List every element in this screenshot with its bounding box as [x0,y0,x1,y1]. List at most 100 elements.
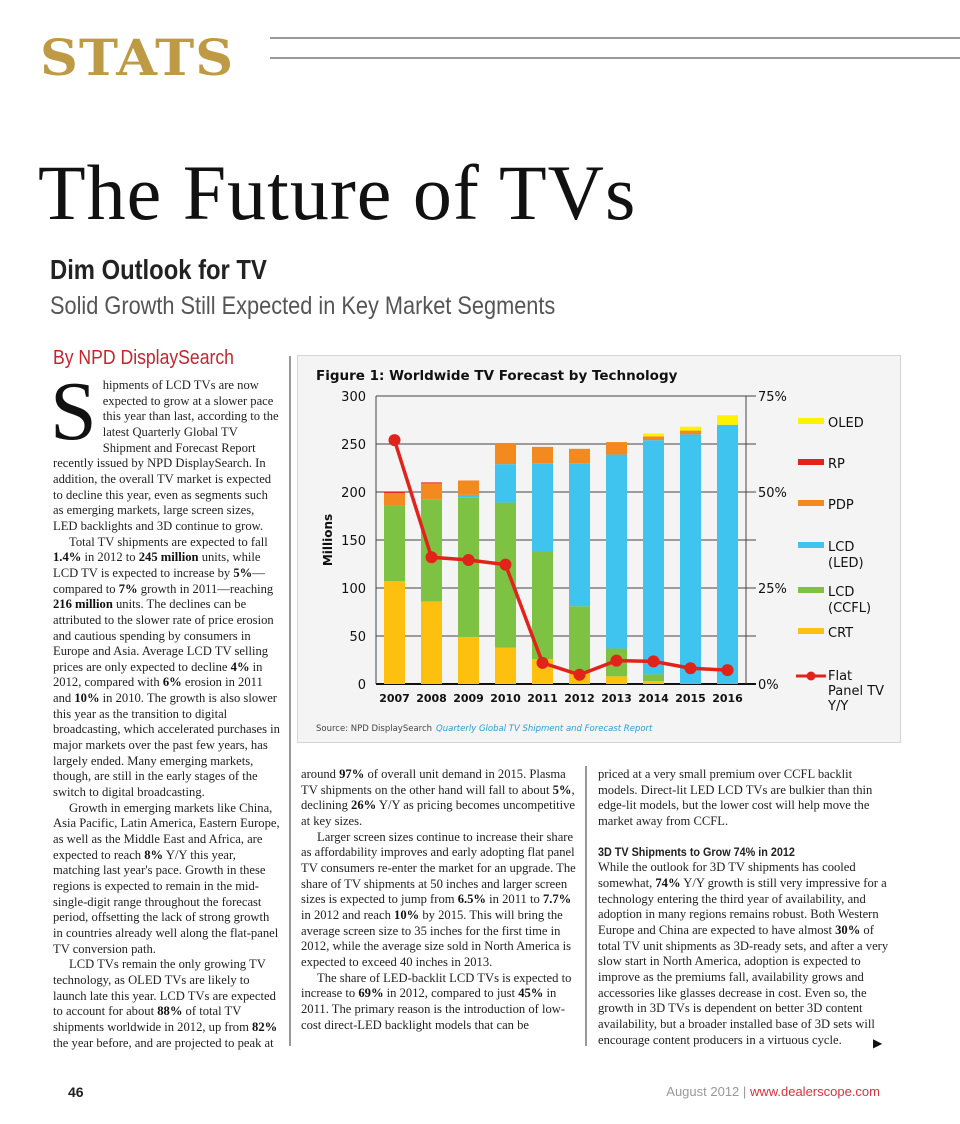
chart-title: Figure 1: Worldwide TV Forecast by Techn… [316,368,678,384]
body-text: by 2015. This will bring the average scr… [301,907,571,969]
bar-pdp-2011 [532,446,553,464]
source-label: Source: NPD DisplaySearch [316,724,432,734]
y2-tick-label: 75% [758,390,787,405]
y2-tick-label: 0% [758,678,779,693]
y-tick-label: 300 [341,390,366,405]
body-text: , declining [301,782,575,813]
paragraph: The share of LED-backlit LCD TVs is expe… [301,971,579,1034]
y-tick-label: 250 [341,438,366,453]
emphasis-text: 69% [358,986,384,1001]
body-text: erosion in 2011 and [53,675,263,706]
body-text: in 2010. The growth is also slower this … [53,691,280,800]
figure-chart: Figure 1: Worldwide TV Forecast by Techn… [297,355,901,743]
y-tick-label: 200 [341,486,366,501]
bar-crt-2010 [495,647,516,684]
legend-swatch [798,418,824,424]
yy-point-2011 [536,656,549,669]
paragraph: around 97% of overall unit demand in 201… [301,767,579,830]
body-text: in 2012, compared with [53,659,263,690]
bar-lcd-led-2013 [606,454,627,649]
article-column-3: priced at a very small premium over CCFL… [598,767,892,1048]
headline: Dim Outlook for TV [50,254,267,285]
article-column-2: around 97% of overall unit demand in 201… [301,767,579,1033]
y-tick-label: 150 [341,534,366,549]
body-text: —compared to [53,565,265,596]
emphasis-text: 45% [518,986,544,1001]
paragraph: Total TV shipments are expected to fall … [53,535,281,801]
emphasis-text: 6.5% [457,892,487,907]
bar-pdp-2010 [495,444,516,465]
body-text: LCD TVs remain the only growing TV techn… [53,957,276,1019]
body-text: units, while LCD TV is expected to incre… [53,550,261,580]
bar-pdp-2007 [384,492,405,506]
yy-point-2013 [610,654,623,667]
paragraph: Growth in emerging markets like China, A… [53,801,281,958]
body-text: in 2012 to [81,550,139,565]
x-tick-label: 2013 [601,692,632,705]
y2-tick-label: 50% [758,486,787,501]
subheadline: Solid Growth Still Expected in Key Marke… [50,292,556,320]
emphasis-text: 5% [233,565,253,580]
paragraph: Larger screen sizes continue to increase… [301,830,579,971]
page-title: The Future of TVs [38,149,637,236]
bar-pdp-2012 [569,448,590,464]
x-tick-label: 2014 [638,692,669,705]
body-text: of total TV unit shipments as 3D-ready s… [598,922,889,1047]
body-text: growth in 2011—reaching [137,581,274,596]
emphasis-text: 26% [351,798,377,813]
byline: By NPD DisplaySearch [53,347,234,369]
bar-lcd-led-2011 [532,463,553,552]
paragraph: LCD TVs remain the only growing TV techn… [53,957,281,1051]
x-tick-label: 2009 [453,692,484,705]
body-text: Larger screen sizes continue to increase… [301,829,576,907]
yy-point-2014 [647,655,660,668]
body-text: in 2012, compared to just [383,986,519,1001]
emphasis-text: 1.4% [53,550,82,565]
y-tick-label: 50 [349,630,366,645]
paragraph: priced at a very small premium over CCFL… [598,767,892,830]
bar-crt-2013 [606,676,627,684]
yy-point-2015 [684,662,697,675]
bar-lcd-ccfl-2007 [384,505,405,582]
chart-source: Source: NPD DisplaySearch Quarterly Globa… [316,724,653,734]
legend-label: OLED [828,416,864,431]
legend-label: PDP [828,498,854,513]
body-text: of overall unit demand in 2015. Plasma T… [301,767,566,797]
legend-line-marker [806,671,816,681]
emphasis-text: 4% [230,659,250,674]
bar-crt-2009 [458,636,479,684]
column-divider [289,356,291,1046]
column-divider [585,766,587,1046]
bar-lcd-led-2009 [458,494,479,498]
header-rule-bottom [270,57,960,59]
bar-crt-2008 [421,601,442,684]
bar-lcd-ccfl-2008 [421,499,442,602]
bar-lcd-ccfl-2014 [643,674,664,682]
body-text: While the outlook for 3D TV shipments ha… [598,860,856,890]
bar-crt-2007 [384,581,405,684]
body-text: Y/Y as pricing becomes uncompetitive at … [301,798,575,828]
website-link[interactable]: www.dealerscope.com [749,1084,880,1099]
emphasis-text: 74% [655,875,681,890]
issue-date: August 2012 [666,1084,740,1099]
x-tick-label: 2016 [712,692,743,705]
bar-lcd-led-2015 [680,434,701,684]
legend-swatch [798,628,824,634]
chart-svg: Figure 1: Worldwide TV Forecast by Techn… [316,368,884,734]
section-label: STATS [40,28,235,87]
yy-point-2016 [721,664,734,677]
body-text: in 2011 to [486,892,543,907]
emphasis-text: 82% [252,1019,278,1034]
x-tick-label: 2008 [416,692,447,705]
legend-label: RP [828,457,845,472]
emphasis-text: 30% [835,922,861,937]
emphasis-text: 10% [394,907,420,922]
body-text: Growth in emerging markets like China, A… [53,800,280,862]
yy-point-2007 [388,434,401,447]
body-text: units. The declines can be attributed to… [53,597,274,674]
bar-lcd-led-2012 [569,463,590,607]
emphasis-text: 7.7% [542,892,572,907]
bar-pdp-2009 [458,480,479,495]
